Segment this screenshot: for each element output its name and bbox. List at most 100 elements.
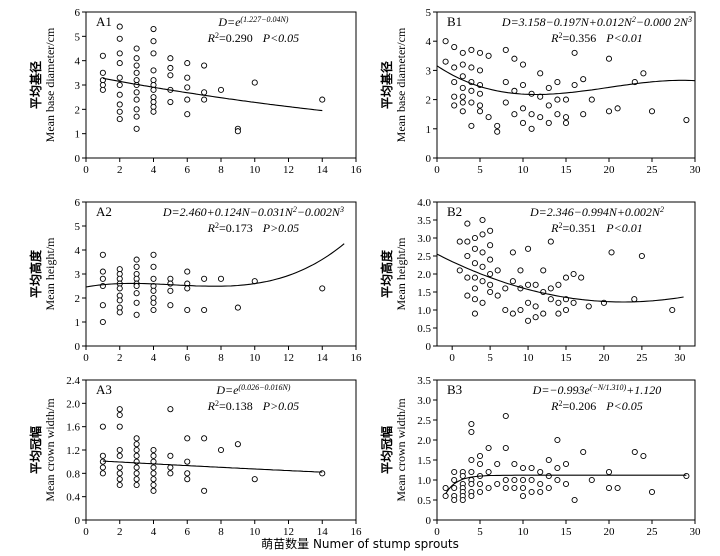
data-point [562,274,570,281]
data-point [476,108,484,115]
x-tick-label: 30 [674,352,686,364]
data-point [554,79,561,86]
x-tick-label: 20 [598,352,610,364]
data-point [494,128,501,135]
data-point [133,290,140,297]
data-point [184,96,191,103]
data-point [234,304,241,311]
x-tick-label: 2 [117,352,123,364]
data-point [442,58,449,65]
fit-equation: D=2.460+0.124N−0.031N2−0.002N3 [162,205,344,220]
data-point [532,281,539,288]
data-point [631,448,638,456]
y-tick-label: 3 [426,65,432,77]
fit-curve [102,460,323,473]
data-point [485,484,492,492]
p-value: P<0.01 [605,221,642,235]
data-point [464,292,471,299]
data-point [562,119,570,127]
data-point [476,460,484,468]
data-point [133,476,140,483]
data-point [494,292,501,299]
y-tick-label: 1.6 [66,422,80,434]
data-point [605,108,613,115]
fit-stats: R2=0.290 P<0.05 [207,31,300,46]
x-tick-label: 8 [218,352,224,364]
r-squared: R2=0.290 [207,31,253,46]
data-point [99,69,106,76]
data-point [476,452,484,460]
data-point [319,96,326,103]
data-point [562,96,570,103]
panel-label: B3 [447,382,462,397]
data-point [184,435,191,442]
p-value: P>0.05 [262,221,299,235]
data-point [184,268,191,275]
data-point [608,249,615,256]
data-point [562,306,570,314]
data-point [150,251,157,258]
y-tick-label: 4.0 [417,197,431,209]
data-point [464,220,471,227]
data-point [167,72,174,79]
data-point [487,256,494,263]
data-point [451,468,458,476]
data-point [509,310,516,317]
data-point [116,91,123,98]
data-point [116,74,123,81]
data-point [471,274,478,281]
data-point [570,299,577,306]
data-point [217,446,225,454]
y-tick-label: 2.5 [417,251,431,263]
data-point [502,46,509,54]
data-point [99,86,106,93]
data-point [638,252,645,260]
data-point [459,49,466,56]
x-tick-label: 10 [518,526,530,538]
data-point [479,249,486,256]
data-point [485,444,492,452]
r-squared: R2=0.356 [550,31,596,46]
data-point [537,480,544,488]
y-axis-label-en: Mean height/m [43,237,57,311]
y-tick-label: 1.5 [417,455,431,467]
y-tick-label: 1.2 [66,445,80,457]
data-point [201,275,208,282]
data-point [570,270,577,278]
y-tick-label: 0.5 [417,323,431,335]
data-point [150,299,157,306]
data-point [116,446,123,454]
x-tick-label: 12 [283,164,294,176]
y-tick-label: 1.5 [417,287,431,299]
data-point [451,79,458,86]
data-point [468,122,475,129]
data-point [116,23,123,30]
data-point [540,267,547,274]
data-point [116,309,123,316]
data-point [468,46,475,54]
data-point [640,452,647,460]
data-point [116,81,123,89]
data-point [476,67,484,74]
data-point [116,423,123,430]
data-point [555,299,562,306]
r-squared: R2=0.351 [550,221,596,236]
data-point [648,488,656,496]
data-point [184,458,191,465]
data-point [99,251,106,258]
y-tick-label: 4 [75,245,81,257]
data-point [133,89,140,96]
data-point [184,60,191,67]
data-point [614,105,621,112]
data-point [133,55,140,62]
data-point [133,452,140,459]
data-point [468,480,475,488]
data-point [502,285,509,292]
data-point [133,96,140,103]
data-point [554,464,561,472]
x-tick-label: 0 [449,352,455,364]
fit-stats: R2=0.356 P<0.01 [550,31,643,46]
data-point [184,476,191,483]
y-axis-label-zh: 平均高度 [28,249,43,298]
x-tick-label: 0 [83,526,89,538]
